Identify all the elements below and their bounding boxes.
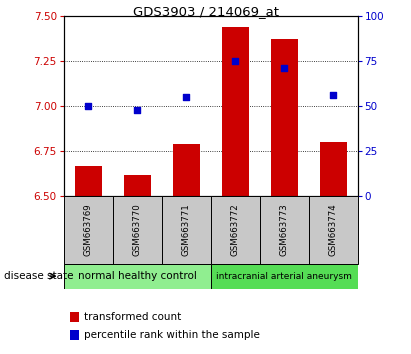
Text: GDS3903 / 214069_at: GDS3903 / 214069_at (132, 5, 279, 18)
Bar (70, 312, 79, 322)
Bar (113, 196, 162, 264)
Bar (75, 166, 102, 196)
Text: GSM663773: GSM663773 (279, 204, 289, 257)
Point (183, 94, 189, 100)
Text: intracranial arterial aneurysm: intracranial arterial aneurysm (216, 272, 352, 281)
Bar (211, 264, 358, 289)
Point (232, 58, 238, 64)
Point (85, 103, 92, 109)
Point (330, 92, 336, 98)
Bar (211, 196, 260, 264)
Point (281, 65, 287, 71)
Bar (70, 330, 79, 340)
Text: normal healthy control: normal healthy control (78, 271, 196, 281)
Bar (222, 27, 249, 196)
Bar (260, 196, 309, 264)
Bar (64, 196, 113, 264)
Bar (173, 144, 200, 196)
Bar (64, 264, 210, 289)
Text: disease state: disease state (4, 271, 74, 281)
Bar (309, 196, 358, 264)
Bar (270, 39, 298, 196)
Bar (320, 142, 346, 196)
Text: GSM663769: GSM663769 (84, 204, 93, 256)
Text: GSM663771: GSM663771 (182, 204, 191, 257)
Text: percentile rank within the sample: percentile rank within the sample (84, 330, 260, 339)
Text: GSM663770: GSM663770 (133, 204, 142, 257)
Text: GSM663774: GSM663774 (328, 204, 337, 257)
Bar (162, 196, 211, 264)
Text: GSM663772: GSM663772 (231, 204, 240, 257)
Point (134, 107, 141, 113)
Bar (124, 175, 151, 196)
Text: transformed count: transformed count (84, 312, 182, 322)
